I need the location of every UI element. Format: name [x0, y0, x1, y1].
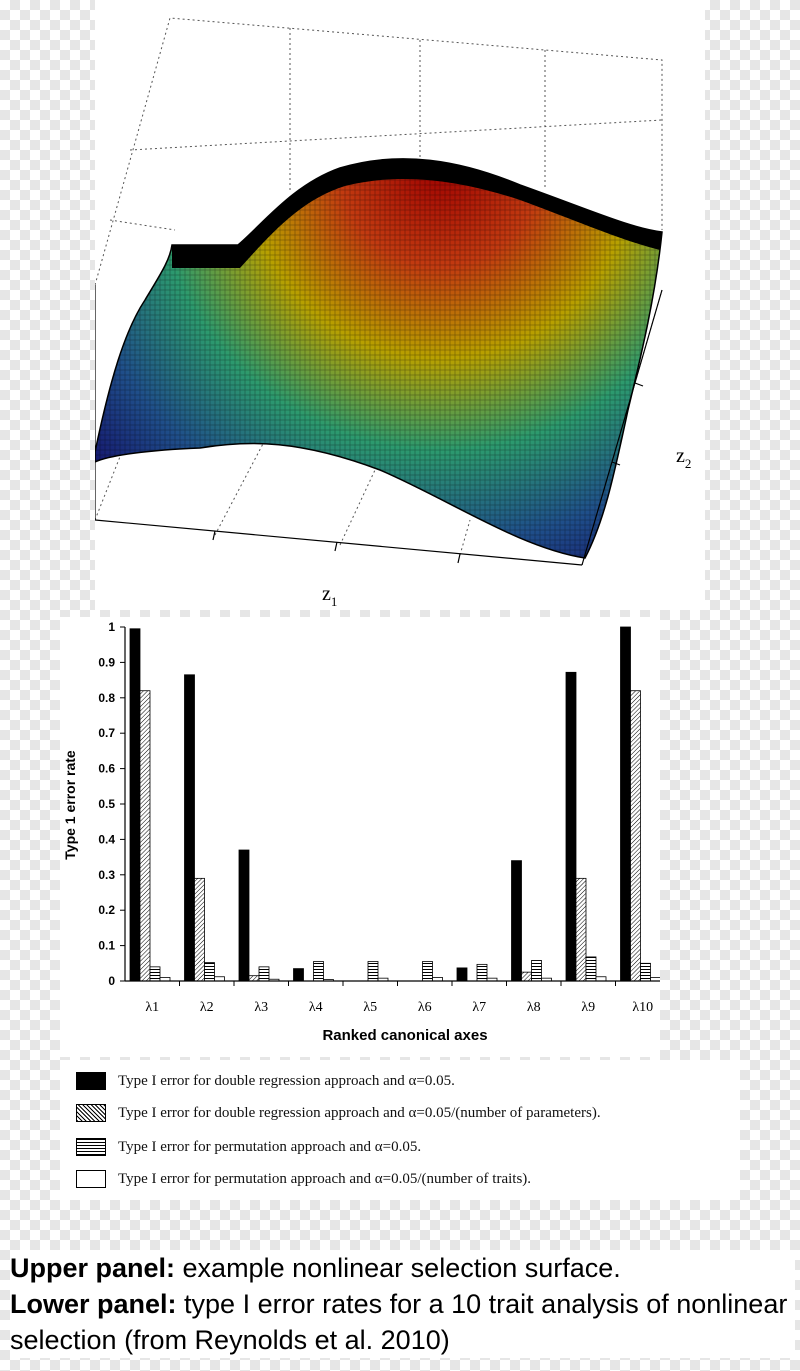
bar-solid [293, 968, 304, 982]
bar-horizontal [422, 961, 433, 982]
legend-item-white: Type I error for permutation approach an… [76, 1168, 531, 1190]
x-axis: λ1 λ2 λ3 λ4 λ5 λ6 λ7 λ8 λ9 λ10 [125, 980, 660, 1015]
caption-lower: Lower panel: type I error rates for a 10… [10, 1286, 795, 1358]
bar-solid [129, 628, 141, 982]
bar-solid [238, 849, 250, 982]
y-tick-label: 1 [108, 620, 115, 634]
x-tick-label: λ8 [527, 1000, 541, 1015]
bar-horizontal [258, 966, 270, 982]
bar-solid [184, 674, 195, 982]
caption-upper: Upper panel: example nonlinear selection… [10, 1250, 795, 1286]
x-tick-label: λ6 [418, 1000, 432, 1015]
y-tick-label: 0.4 [98, 832, 115, 846]
bar-horizontal [367, 961, 379, 982]
legend-item-horizontal: Type I error for permutation approach an… [76, 1136, 421, 1158]
z2-axis-label: z2 [676, 445, 691, 471]
legend-swatch-horizontal [76, 1138, 106, 1156]
caption-upper-text: example nonlinear selection surface. [175, 1253, 621, 1283]
y-axis: 0 0.1 0.2 0.3 0.4 0.5 0.6 0.7 0.8 0.9 1 [98, 620, 126, 988]
bar-solid [620, 626, 631, 982]
caption-lower-text: type I error rates for a 10 trait analys… [10, 1289, 788, 1355]
bar-diagonal [194, 877, 205, 982]
x-tick-label: λ7 [472, 1000, 486, 1015]
x-tick-label: λ1 [145, 1000, 159, 1015]
legend-label: Type I error for permutation approach an… [118, 1138, 422, 1155]
x-tick-label: λ10 [632, 1000, 653, 1015]
bars [129, 626, 660, 982]
legend-label: Type I error for double regression appro… [118, 1104, 601, 1121]
bar-solid [565, 671, 577, 982]
caption-upper-bold: Upper panel: [10, 1253, 176, 1283]
type1-error-bar-chart: 0 0.1 0.2 0.3 0.4 0.5 0.6 0.7 0.8 0.9 1 λ1 λ2 λ3 λ4 λ5… [60, 617, 660, 1057]
bar-horizontal [204, 962, 215, 982]
legend: Type I error for double regression appro… [60, 1060, 740, 1200]
bar-horizontal [149, 966, 161, 982]
bar-solid [511, 860, 522, 982]
x-tick-label: λ5 [363, 1000, 377, 1015]
y-tick-label: 0.6 [98, 762, 115, 776]
surface-back-edge [172, 158, 662, 268]
selection-surface-plot: fitness z1 z2 [95, 0, 705, 610]
bar-diagonal [521, 971, 532, 982]
y-tick-label: 0.3 [98, 868, 115, 882]
x-axis-title: Ranked canonical axes [322, 1027, 487, 1044]
bar-horizontal [313, 961, 324, 982]
axes [95, 285, 663, 566]
x-tick-label: λ9 [581, 1000, 595, 1015]
bar-white [214, 976, 225, 982]
bar-horizontal [585, 956, 597, 982]
bar-horizontal [531, 960, 542, 982]
bar-horizontal [476, 963, 488, 982]
bar-horizontal [640, 962, 651, 982]
y-tick-label: 0.9 [98, 655, 115, 669]
legend-item-diagonal: Type I error for double regression appro… [76, 1102, 601, 1124]
bar-white [595, 976, 607, 982]
y-axis-title: Type 1 error rate [62, 750, 78, 860]
z1-axis-label: z1 [322, 583, 337, 609]
legend-label: Type I error for double regression appro… [118, 1072, 455, 1089]
x-tick-label: λ4 [309, 1000, 323, 1015]
y-tick-label: 0.1 [98, 939, 115, 953]
bar-diagonal [139, 690, 151, 982]
y-tick-label: 0.5 [98, 797, 115, 811]
bar-solid [456, 967, 468, 982]
y-tick-label: 0.2 [98, 903, 115, 917]
bar-diagonal [630, 690, 641, 982]
bar-diagonal [248, 975, 260, 982]
y-tick-label: 0 [108, 974, 115, 988]
legend-swatch-diagonal [76, 1104, 106, 1122]
x-tick-label: λ3 [254, 1000, 268, 1015]
y-tick-label: 0.8 [98, 691, 115, 705]
x-tick-label: λ2 [200, 1000, 214, 1015]
legend-swatch-white [76, 1170, 106, 1188]
legend-item-solid: Type I error for double regression appro… [76, 1070, 455, 1092]
caption-lower-bold: Lower panel: [10, 1289, 177, 1319]
legend-swatch-solid [76, 1072, 106, 1090]
legend-label: Type I error for permutation approach an… [118, 1170, 532, 1187]
bar-diagonal [575, 877, 587, 982]
figure-caption: Upper panel: example nonlinear selection… [10, 1250, 795, 1358]
y-tick-label: 0.7 [98, 726, 115, 740]
